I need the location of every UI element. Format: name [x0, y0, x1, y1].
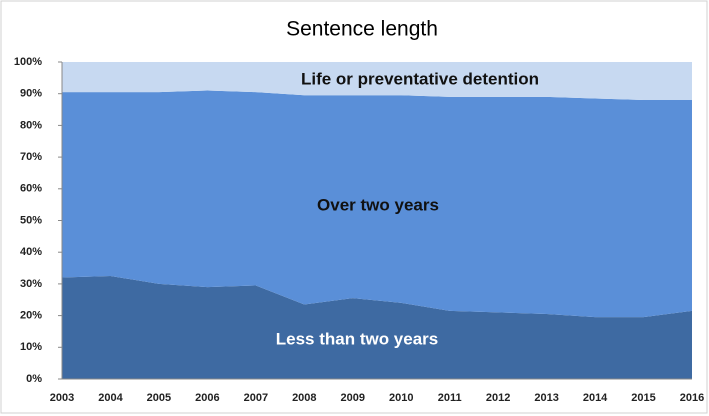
area	[62, 90, 692, 318]
y-tick-label: 70%	[20, 151, 42, 163]
y-tick-label: 90%	[20, 88, 42, 100]
y-tick-label: 50%	[20, 214, 42, 226]
x-tick-label: 2008	[292, 392, 316, 404]
x-tick-label: 2003	[50, 392, 74, 404]
area-label: Less than two years	[276, 329, 439, 348]
y-tick-label: 80%	[20, 119, 42, 131]
x-tick-label: 2014	[583, 392, 608, 404]
x-tick-label: 2016	[680, 392, 704, 404]
chart-title: Sentence length	[286, 18, 438, 41]
x-tick-label: 2007	[244, 392, 268, 404]
x-tick-label: 2011	[438, 392, 462, 404]
x-tick-label: 2015	[631, 392, 655, 404]
x-tick-label: 2013	[534, 392, 558, 404]
y-tick-label: 60%	[20, 183, 42, 195]
x-tick-label: 2009	[341, 392, 365, 404]
x-tick-label: 2010	[389, 392, 413, 404]
y-tick-label: 10%	[20, 341, 42, 353]
x-tick-label: 2012	[486, 392, 510, 404]
y-tick-label: 0%	[26, 373, 42, 385]
area	[62, 275, 692, 379]
x-tick-label: 2004	[98, 392, 123, 404]
y-tick-label: 100%	[14, 56, 42, 68]
y-tick-label: 30%	[20, 278, 42, 290]
x-tick-label: 2005	[147, 392, 171, 404]
area-label: Over two years	[317, 195, 439, 214]
area	[62, 62, 692, 101]
y-tick-label: 40%	[20, 246, 42, 258]
area-label: Life or preventative detention	[301, 69, 539, 88]
y-tick-label: 20%	[20, 310, 42, 322]
x-tick-label: 2006	[195, 392, 219, 404]
